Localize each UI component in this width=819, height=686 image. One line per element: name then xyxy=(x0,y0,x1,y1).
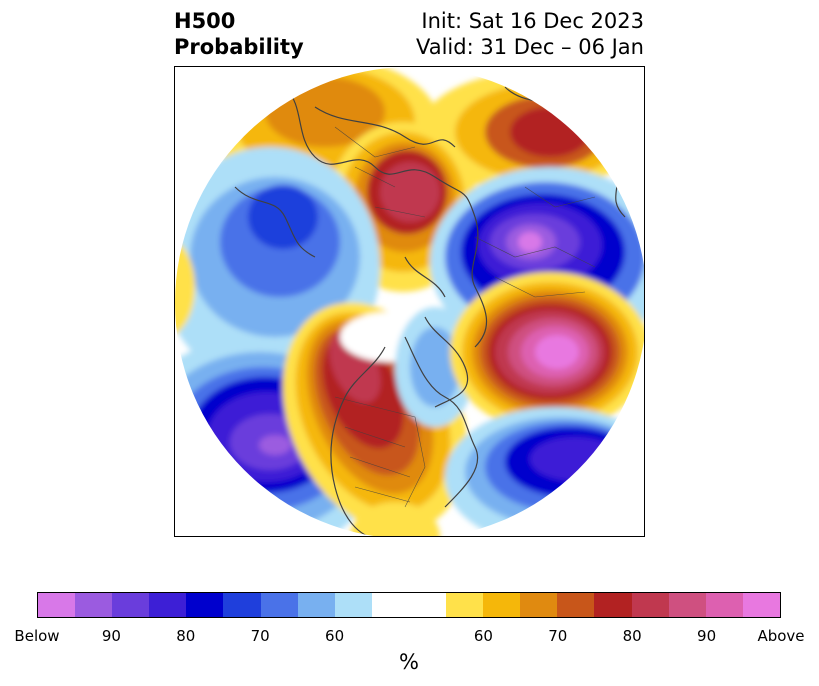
colorbar-tick-label: 80 xyxy=(622,627,642,645)
colorbar-segment xyxy=(75,593,113,617)
probability-map xyxy=(175,67,644,536)
colorbar-segment xyxy=(223,593,261,617)
borders xyxy=(334,126,596,508)
colorbar-tick-label: 60 xyxy=(473,627,493,645)
chart-title: H500 Probability xyxy=(174,8,304,60)
colorbar-tick-label: Above xyxy=(757,627,805,645)
colorbar-segment xyxy=(408,593,447,617)
colorbar-segment xyxy=(631,593,669,617)
colorbar-segment xyxy=(705,593,743,617)
colorbar-segment xyxy=(557,593,595,617)
colorbar-segment xyxy=(668,593,706,617)
colorbar-segment xyxy=(297,593,335,617)
colorbar-tick-label: Below xyxy=(14,627,60,645)
colorbar-segment xyxy=(38,593,76,617)
colorbar-segment xyxy=(112,593,150,617)
colorbar-segment xyxy=(371,593,409,617)
colorbar-tick-label: 80 xyxy=(176,627,196,645)
colorbar-tick-label: 70 xyxy=(548,627,568,645)
anomaly-above-pacific xyxy=(450,272,644,432)
valid-range: Valid: 31 Dec – 06 Jan xyxy=(415,35,644,59)
colorbar-segment xyxy=(520,593,558,617)
colorbar-segment xyxy=(186,593,224,617)
colorbar-tick-label: 90 xyxy=(697,627,717,645)
colorbar-segment xyxy=(334,593,372,617)
colorbar-tick-label: 90 xyxy=(101,627,121,645)
colorbar xyxy=(37,592,781,618)
date-info: Init: Sat 16 Dec 2023 Valid: 31 Dec – 06… xyxy=(416,8,644,60)
colorbar-segment xyxy=(446,593,484,617)
product-label: Probability xyxy=(174,35,304,59)
colorbar-segment xyxy=(149,593,187,617)
colorbar-tick-label: 60 xyxy=(325,627,345,645)
init-date: Init: Sat 16 Dec 2023 xyxy=(421,9,644,33)
colorbar-segment xyxy=(594,593,632,617)
variable-label: H500 xyxy=(174,9,236,33)
colorbar-segment xyxy=(260,593,298,617)
colorbar-segment xyxy=(483,593,521,617)
colorbar-tick-label: 70 xyxy=(250,627,270,645)
colorbar-segment xyxy=(742,593,780,617)
colorbar-unit: % xyxy=(399,650,419,674)
map-panel xyxy=(174,66,645,537)
